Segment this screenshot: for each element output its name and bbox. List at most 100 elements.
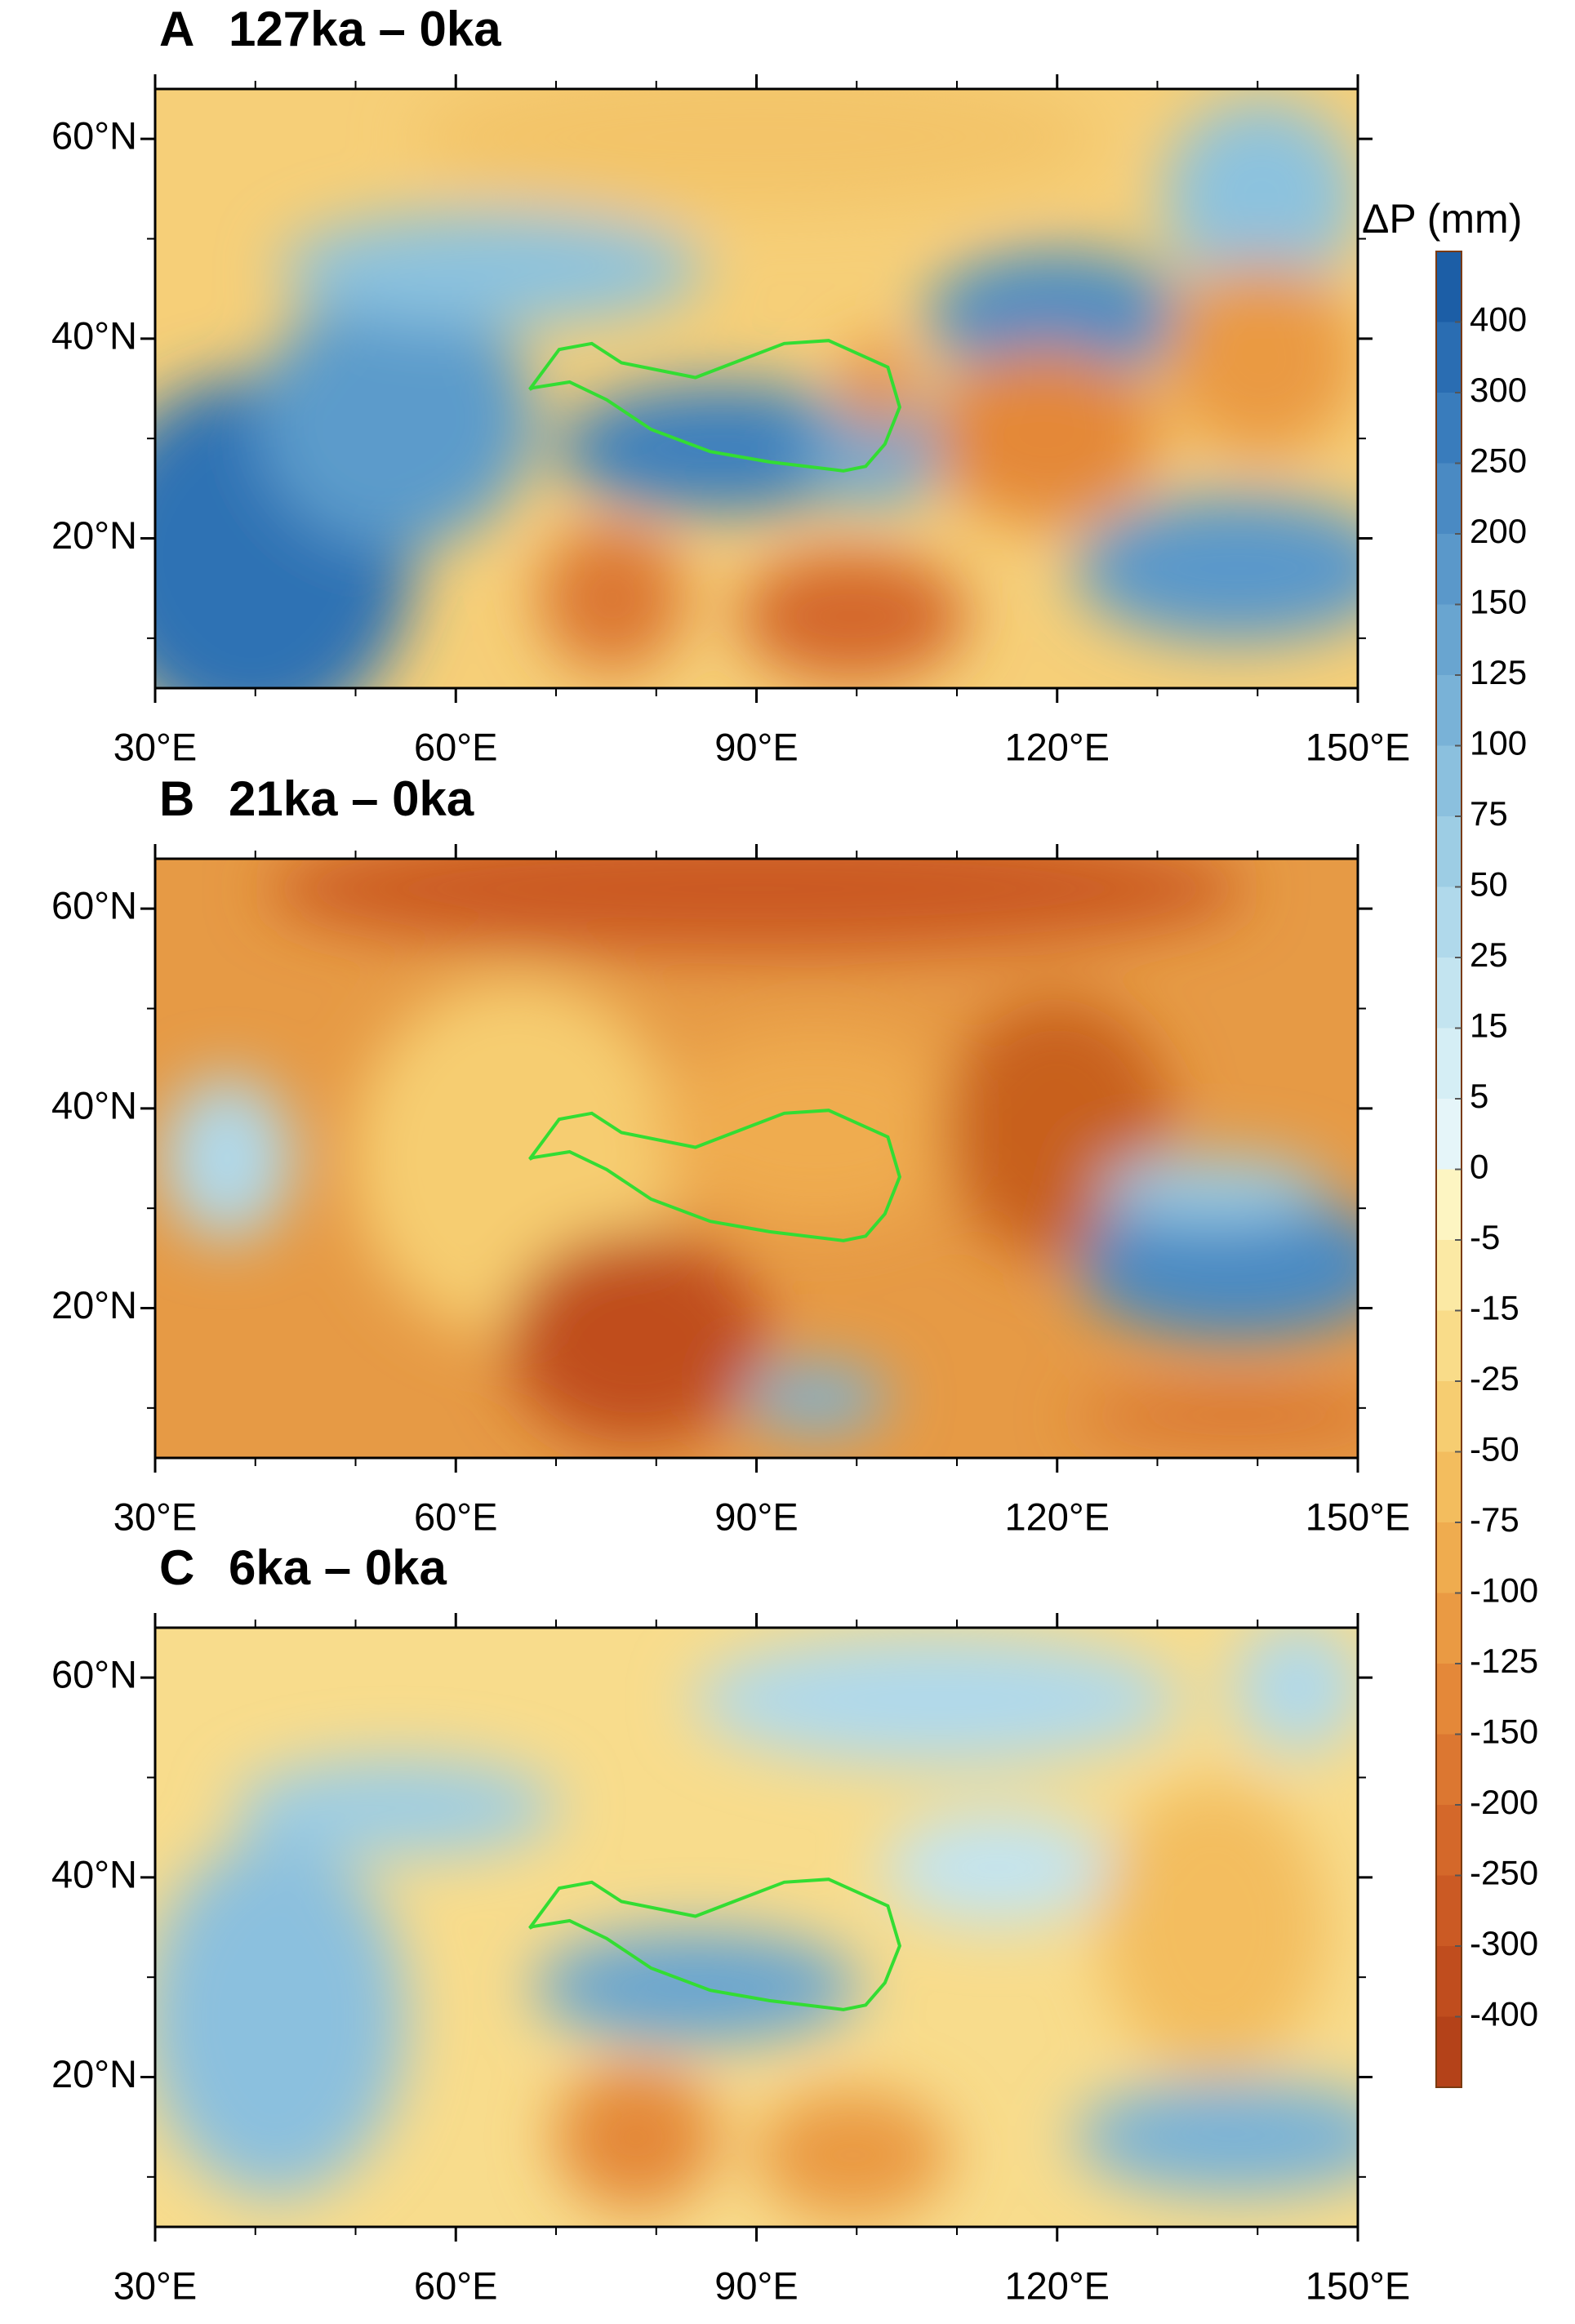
colorbar-bin: [1436, 1451, 1462, 1523]
lon-tick-label: 120°E: [1004, 725, 1110, 768]
colorbar-label: -150: [1470, 1713, 1538, 1751]
colorbar-bin: [1436, 1028, 1462, 1100]
lon-tick-label: 30°E: [113, 1495, 197, 1538]
colorbar-label: -400: [1470, 1995, 1538, 2033]
field-blob: [554, 2063, 719, 2211]
panel-title: 6ka – 0ka: [229, 1540, 447, 1595]
colorbar-bin: [1436, 1734, 1462, 1806]
colorbar-label: 300: [1470, 371, 1527, 409]
colorbar-bin: [1436, 1593, 1462, 1664]
field-blob: [754, 2089, 951, 2220]
lon-tick-label: 60°E: [414, 1495, 497, 1538]
field-blob: [1074, 1395, 1358, 1437]
field-blob: [1163, 260, 1358, 457]
lon-tick-label: 120°E: [1004, 1495, 1110, 1538]
field-blob: [532, 1930, 860, 2045]
colorbar-label: -25: [1470, 1359, 1519, 1398]
colorbar-label: 5: [1470, 1077, 1488, 1115]
lat-tick-label: 40°N: [51, 1852, 137, 1895]
field-blob: [931, 346, 1160, 527]
field-blob: [743, 1365, 891, 1431]
plateau-outline: [528, 339, 902, 473]
lat-tick-label: 40°N: [51, 313, 137, 357]
field-blob: [803, 391, 950, 506]
field-blobs: [155, 1628, 1358, 2220]
colorbar-bin: [1436, 1946, 1462, 2017]
colorbar-bin: [1436, 322, 1462, 393]
map-field: [155, 859, 1358, 1458]
lat-tick-label: 60°N: [51, 884, 137, 927]
map-field: [155, 89, 1358, 688]
colorbar-label: 25: [1470, 935, 1508, 974]
field-blob: [926, 251, 1188, 382]
field-blob: [279, 211, 705, 327]
colorbar-label: -5: [1470, 1218, 1500, 1256]
colorbar-label: 250: [1470, 442, 1527, 480]
field-blob: [155, 1837, 407, 2197]
colorbar-bin: [1436, 604, 1462, 676]
lon-tick-label: 30°E: [113, 2264, 197, 2307]
field-blob: [883, 1810, 1112, 1925]
field-blob: [1232, 1628, 1358, 1753]
lat-tick-label: 20°N: [51, 1283, 137, 1326]
colorbar-label: -200: [1470, 1783, 1538, 1821]
lat-tick-label: 20°N: [51, 2052, 137, 2095]
lon-tick-label: 30°E: [113, 725, 197, 768]
field-blob: [1099, 1780, 1328, 2074]
lon-tick-label: 150°E: [1306, 1495, 1411, 1538]
colorbar-label: 200: [1470, 512, 1527, 550]
field-blob: [266, 859, 1247, 954]
colorbar-label: -100: [1470, 1571, 1538, 1610]
colorbar-bin: [1436, 958, 1462, 1029]
colorbar-label: -50: [1470, 1430, 1519, 1469]
colorbar-label: -125: [1470, 1642, 1538, 1680]
lat-tick-label: 60°N: [51, 114, 137, 158]
panel-title: 21ka – 0ka: [229, 771, 474, 826]
colorbar-bin: [1436, 463, 1462, 535]
colorbar-label: -75: [1470, 1500, 1519, 1539]
field-blob: [232, 1758, 559, 1857]
field-blob: [692, 1634, 1182, 1766]
colorbar-label: -15: [1470, 1289, 1519, 1327]
colorbar-bin: [1436, 393, 1462, 464]
field-blob: [1074, 495, 1358, 642]
field-blob: [538, 524, 686, 672]
field-blob: [843, 340, 910, 438]
panel-label: A: [159, 2, 194, 56]
field-blob: [162, 1077, 293, 1240]
plateau-outline: [528, 1109, 902, 1242]
colorbar-label: 15: [1470, 1006, 1508, 1045]
colorbar-label: 50: [1470, 865, 1508, 904]
colorbar-bin: [1436, 1310, 1462, 1382]
field-blob: [738, 550, 968, 682]
colorbar-bin: [1436, 2016, 1462, 2088]
field-blob: [413, 89, 1100, 211]
colorbar-bin: [1436, 1240, 1462, 1311]
colorbar-bin: [1436, 1522, 1462, 1593]
map-field: [155, 1628, 1358, 2227]
lon-tick-label: 150°E: [1306, 2264, 1411, 2307]
lon-tick-label: 150°E: [1306, 725, 1411, 768]
field-blob: [557, 383, 884, 514]
colorbar-title: ΔP (mm): [1362, 196, 1522, 242]
panel-title: 127ka – 0ka: [229, 2, 501, 56]
lon-tick-label: 60°E: [414, 2264, 497, 2307]
lat-tick-label: 20°N: [51, 513, 137, 557]
colorbar-label: 0: [1470, 1148, 1488, 1186]
colorbar-bin: [1436, 886, 1462, 958]
colorbar-bin: [1436, 251, 1462, 322]
colorbar-bin: [1436, 675, 1462, 746]
colorbar-bin: [1436, 1664, 1462, 1735]
plateau-outline: [528, 1877, 902, 2011]
field-blob: [505, 1232, 767, 1445]
lon-tick-label: 60°E: [414, 725, 497, 768]
colorbar-label: 75: [1470, 794, 1508, 833]
colorbar-bin: [1436, 1875, 1462, 1947]
lon-tick-label: 120°E: [1004, 2264, 1110, 2307]
colorbar-label: -300: [1470, 1924, 1538, 1962]
lon-tick-label: 90°E: [714, 2264, 798, 2307]
field-blobs: [162, 859, 1358, 1445]
field-blob: [1074, 1193, 1358, 1340]
